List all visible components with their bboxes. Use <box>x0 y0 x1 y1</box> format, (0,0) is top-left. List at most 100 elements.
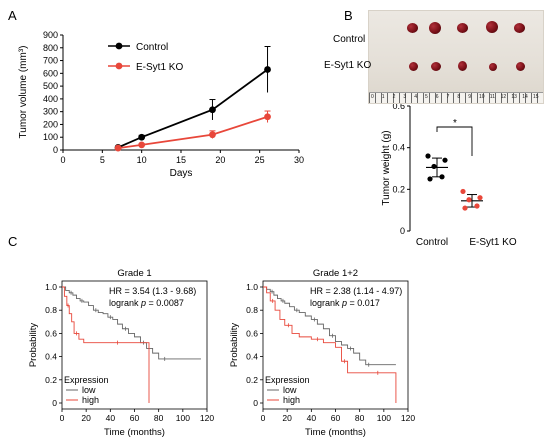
x-tick-label: 60 <box>331 413 341 423</box>
x-axis-label: Days <box>170 168 193 179</box>
ruler-number: 12 <box>500 94 507 100</box>
hazard-ratio-text: HR = 3.54 (1.3 - 9.68) <box>109 286 196 296</box>
ruler-number: 2 <box>392 94 396 100</box>
x-axis-label: Time (months) <box>104 427 165 438</box>
significance-bracket <box>436 126 473 156</box>
y-tick-label: 900 <box>43 30 58 40</box>
ruler-number: 6 <box>435 94 439 100</box>
ruler-number: 3 <box>403 94 407 100</box>
category-label-ko: E-Syt1 KO <box>469 237 516 248</box>
tumor-ko-2 <box>431 62 441 71</box>
logrank-text: logrank p = 0.0087 <box>109 298 184 308</box>
km-chart-grade-1: Grade 1 0 20 40 60 80 100 120 0 0.2 0.4 0.6 0.8 1.0 Ti… <box>28 268 214 438</box>
ruler-number: 4 <box>414 94 417 100</box>
y-tick-label: 0.2 <box>246 375 258 385</box>
y-tick-label: 0.2 <box>45 375 57 385</box>
y-tick-label: 0.6 <box>392 101 405 111</box>
x-tick-label: 40 <box>307 413 317 423</box>
weight-point <box>474 203 480 209</box>
legend-label-low: low <box>283 385 297 395</box>
ruler-number: 9 <box>468 94 471 100</box>
weight-point <box>431 163 437 170</box>
ruler-number: 11 <box>489 94 495 100</box>
chart-title: Grade 1+2 <box>313 268 358 279</box>
ruler-number: 1 <box>381 94 385 100</box>
data-point <box>209 106 216 114</box>
x-tick-label: 0 <box>60 413 65 423</box>
y-tick-label: 0.6 <box>45 328 57 338</box>
legend: Control E-Syt1 KO <box>108 42 183 73</box>
y-tick-label: 0.2 <box>392 184 405 194</box>
y-axis-label: Tumor volume (mm³) <box>18 46 29 139</box>
y-tick-label: 1.0 <box>45 282 57 292</box>
x-tick-label: 120 <box>401 413 415 423</box>
km-curve-low <box>263 286 396 366</box>
tumor-control-1 <box>407 23 418 33</box>
weight-point <box>477 195 483 201</box>
km-curve-high <box>62 286 150 403</box>
legend-label-high: high <box>283 395 300 405</box>
y-tick-label: 100 <box>43 132 58 142</box>
y-tick-label: 200 <box>43 119 58 129</box>
panel-label-b: B <box>344 8 353 23</box>
data-point <box>264 66 271 73</box>
y-tick-label: 800 <box>43 43 58 53</box>
y-tick-label: 0.4 <box>246 352 258 362</box>
x-tick-label: 5 <box>100 155 105 165</box>
x-axis-label: Time (months) <box>305 427 366 438</box>
data-point <box>209 131 216 139</box>
chart-title: Grade 1 <box>117 268 151 279</box>
panel-label-c: C <box>8 234 17 249</box>
legend-title: Expression <box>265 375 310 385</box>
ruler-number: 10 <box>479 94 485 100</box>
legend-marker-ko <box>115 62 123 70</box>
y-tick-label: 0.8 <box>45 305 57 315</box>
significance-marker: * <box>453 118 457 129</box>
x-tick-label: 20 <box>81 413 91 423</box>
x-tick-label: 100 <box>176 413 190 423</box>
tumor-ko-3 <box>458 61 467 71</box>
x-tick-label: 20 <box>282 413 292 423</box>
ruler-number: 5 <box>425 94 428 100</box>
y-axis-label: Probability <box>229 323 240 368</box>
series-line-ko <box>117 115 268 149</box>
weight-point <box>425 153 431 159</box>
y-tick-label: 0 <box>400 226 405 236</box>
ruler-number: 8 <box>457 94 461 100</box>
tumor-control-3 <box>457 23 468 33</box>
y-axis-label: Tumor weight (g) <box>381 130 392 205</box>
tumor-control-5 <box>514 23 525 33</box>
y-tick-label: 500 <box>43 81 58 91</box>
y-tick-label: 700 <box>43 56 58 66</box>
x-tick-label: 40 <box>106 413 116 423</box>
y-tick-label: 0.6 <box>246 328 258 338</box>
y-tick-label: 1.0 <box>246 282 258 292</box>
ruler-number: 0 <box>371 94 374 100</box>
x-tick-label: 120 <box>200 413 214 423</box>
y-axis-label: Probability <box>28 323 39 368</box>
y-tick-label: 0 <box>53 145 58 155</box>
ruler: 0 1 2 3 4 5 6 7 8 9 10 11 12 13 14 15 <box>369 92 543 103</box>
y-tick-label: 0.4 <box>392 143 405 153</box>
tumor-control-4 <box>486 21 498 33</box>
x-tick-label: 10 <box>137 155 147 165</box>
ruler-number: 15 <box>533 94 539 100</box>
category-label-control: Control <box>416 237 448 248</box>
tumor-volume-chart: 0 5 10 15 20 25 30 0 100 200 300 400 500 600 700 800 90… <box>18 30 304 179</box>
tumor-photo: 0 1 2 3 4 5 6 7 8 9 10 11 12 13 14 15 <box>368 10 544 104</box>
x-tick-label: 20 <box>215 155 225 165</box>
legend-marker-control <box>115 42 123 50</box>
ruler-number: 13 <box>511 94 517 100</box>
logrank-text: logrank p = 0.017 <box>310 298 380 308</box>
weight-point <box>460 188 466 195</box>
legend-label-control: Control <box>136 42 168 53</box>
y-tick-label: 0.8 <box>246 305 258 315</box>
x-tick-label: 60 <box>130 413 140 423</box>
weight-point <box>442 157 448 163</box>
y-tick-label: 600 <box>43 68 58 78</box>
weight-point <box>439 174 445 180</box>
km-curve-high <box>263 286 397 403</box>
data-point <box>264 113 271 121</box>
y-tick-label: 300 <box>43 107 58 117</box>
